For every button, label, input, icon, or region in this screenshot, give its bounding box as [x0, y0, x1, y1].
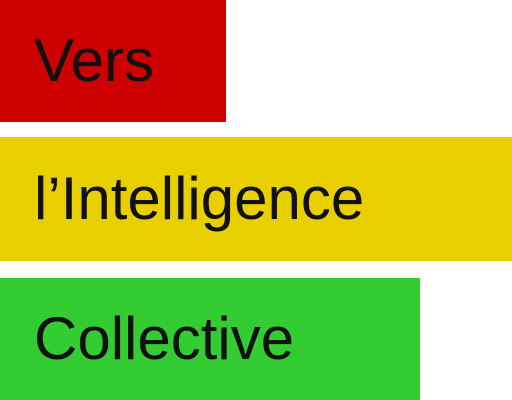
title-band-red: Vers [0, 0, 226, 122]
title-line-intelligence: l’Intelligence [34, 165, 365, 232]
title-band-green: Collective [0, 278, 420, 400]
title-line-vers: Vers [34, 27, 155, 94]
title-line-collective: Collective [34, 305, 295, 372]
title-band-yellow: l’Intelligence [0, 137, 512, 261]
